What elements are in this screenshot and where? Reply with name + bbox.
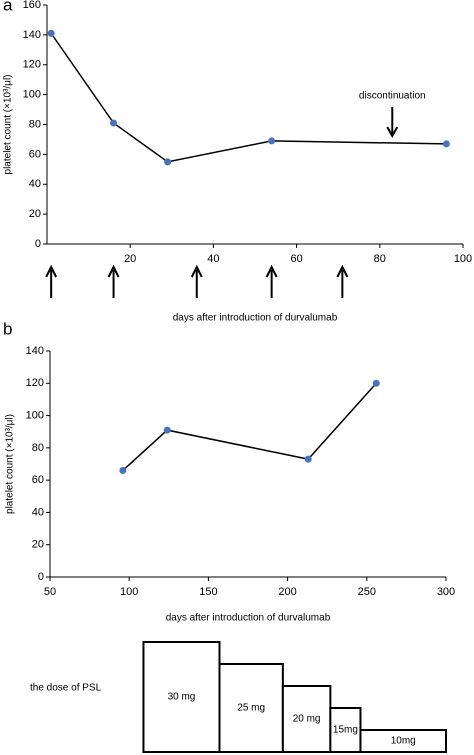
y-tick-label: 160 — [23, 0, 41, 11]
y-tick-label: 140 — [23, 29, 41, 41]
y-tick-label: 140 — [26, 345, 44, 357]
data-point — [304, 455, 312, 463]
x-tick-label: 50 — [44, 586, 56, 598]
x-tick-label: 80 — [374, 253, 386, 265]
x-tick-label: 40 — [207, 253, 219, 265]
y-tick-label: 60 — [32, 474, 44, 486]
panel-label: a — [3, 0, 13, 14]
data-point — [119, 466, 127, 474]
dose-value-label: 30 mg — [168, 692, 196, 703]
y-tick-label: 100 — [26, 409, 44, 421]
y-tick-label: 80 — [29, 118, 41, 130]
y-tick-label: 120 — [23, 59, 41, 71]
event-arrow — [107, 264, 120, 298]
x-tick-label: 300 — [437, 586, 455, 598]
data-point — [372, 379, 380, 387]
data-point — [268, 137, 276, 145]
x-tick-label: 100 — [120, 586, 138, 598]
dose-box — [359, 729, 447, 753]
y-axis-label: platelet count (×10³/μl) — [3, 75, 14, 175]
dose-box — [281, 685, 332, 753]
annotation: discontinuation — [359, 91, 426, 102]
y-tick-label: 120 — [26, 377, 44, 389]
y-tick-label: 0 — [38, 571, 44, 583]
y-tick-label: 100 — [23, 89, 41, 101]
data-point — [47, 29, 55, 37]
data-line — [122, 382, 377, 472]
y-tick-label: 60 — [29, 148, 41, 160]
y-tick-label: 80 — [32, 442, 44, 454]
x-tick-label: 250 — [358, 586, 376, 598]
y-tick-label: 40 — [32, 506, 44, 518]
data-point — [163, 426, 171, 434]
dose-value-label: 20 mg — [293, 714, 321, 725]
x-tick-label: 20 — [124, 253, 136, 265]
data-point — [110, 119, 118, 127]
event-arrow — [336, 264, 349, 298]
data-point — [164, 158, 172, 166]
event-arrow — [265, 264, 278, 298]
y-tick-label: 40 — [29, 178, 41, 190]
y-tick-label: 20 — [29, 208, 41, 220]
x-tick-label: 60 — [290, 253, 302, 265]
x-tick-label: 200 — [278, 586, 296, 598]
x-axis-label: days after introduction of durvalumab — [173, 313, 338, 324]
y-tick-label: 20 — [32, 539, 44, 551]
dose-value-label: 10mg — [391, 736, 416, 747]
x-tick-label: 150 — [199, 586, 217, 598]
panel-label: b — [3, 319, 12, 338]
x-tick-label: 100 — [454, 253, 472, 265]
event-arrow — [45, 264, 58, 298]
event-arrow — [190, 264, 203, 298]
dose-label: the dose of PSL — [30, 683, 102, 694]
y-axis-label: platelet count (×10³/μl) — [5, 414, 16, 514]
annotation-arrow — [386, 107, 399, 139]
y-tick-label: 0 — [35, 238, 41, 250]
data-point — [442, 140, 450, 148]
dose-value-label: 15mg — [333, 725, 358, 736]
dose-value-label: 25 mg — [237, 703, 265, 714]
x-axis-label: days after introduction of durvalumab — [166, 613, 331, 624]
